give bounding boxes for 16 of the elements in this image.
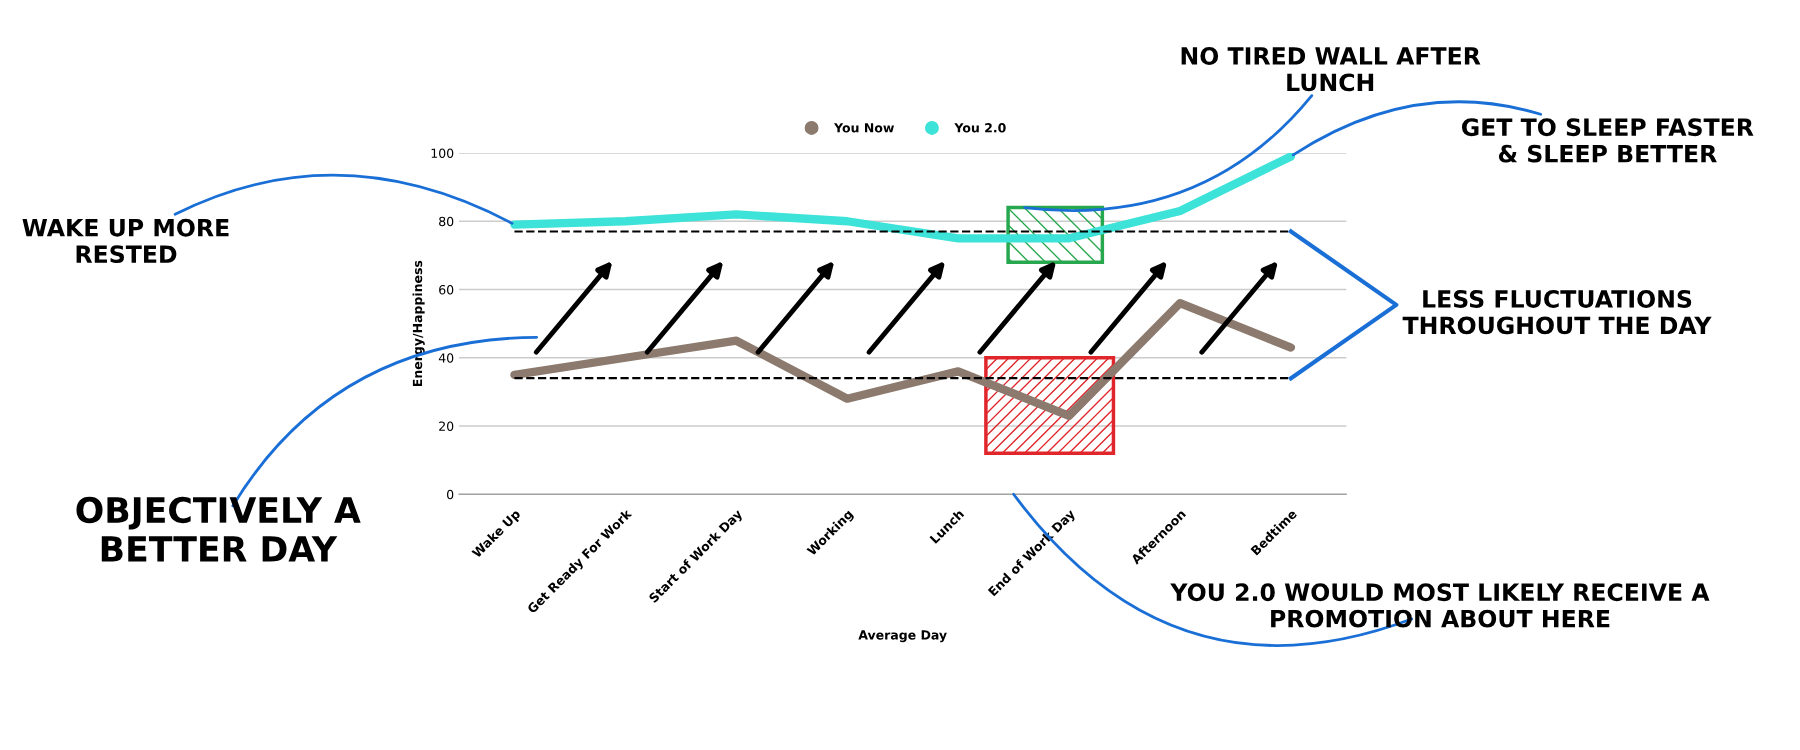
legend-label: You 2.0 [954, 123, 1006, 133]
y-tick-label: 0 [447, 489, 454, 500]
y-tick-label: 40 [438, 353, 454, 363]
text: NO TIRED WALL AFTER LUNCH [1181, 47, 1481, 92]
y-axis-title: Energy/Happiness [412, 260, 425, 387]
annotation: WAKE UP MORE RESTED [22, 218, 229, 264]
y-tick-label: 80 [439, 216, 454, 227]
y-tick-label: 20 [439, 421, 454, 431]
y-tick-label: 100 [431, 148, 454, 158]
annotation: GET TO SLEEP FASTER & SLEEP BETTER [1461, 118, 1754, 163]
text: YOU 2.0 WOULD MOST LIKELY RECEIVE A PROMOTION ABOUT HERE [1170, 583, 1710, 628]
legend-label: You Now [833, 123, 894, 133]
text: LESS FLUCTUATIONS THROUGHOUT THE DAY [1402, 290, 1712, 335]
y-tick-label: 60 [439, 284, 454, 295]
text: OBJECTIVELY A BETTER DAY [76, 496, 361, 562]
x-axis-title: Average Day [858, 630, 947, 643]
